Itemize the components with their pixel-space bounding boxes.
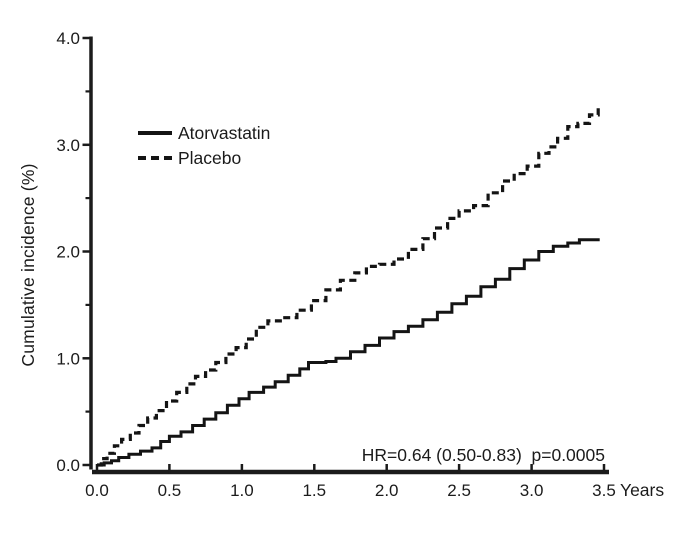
curves bbox=[97, 107, 600, 467]
x-tick-label: 3.0 bbox=[520, 481, 544, 500]
x-tick-label: 2.0 bbox=[375, 481, 399, 500]
legend-label: Atorvastatin bbox=[178, 123, 270, 143]
legend-item-atorvastatin: Atorvastatin bbox=[138, 123, 270, 143]
x-tick-label: 0.5 bbox=[158, 481, 182, 500]
axes bbox=[82, 36, 609, 475]
axis-labels: 0.0 1.0 2.0 3.0 4.0 0.0 0.5 1.0 1.5 2.0 2.5 3.0 3.5 bbox=[56, 29, 615, 500]
x-axis-unit-label: Years bbox=[620, 480, 664, 500]
y-tick-label: 1.0 bbox=[56, 349, 80, 368]
y-axis-title: Cumulative incidence (%) bbox=[18, 163, 38, 366]
x-tick-label: 2.5 bbox=[447, 481, 471, 500]
x-tick-label: 0.0 bbox=[85, 481, 109, 500]
y-tick-label: 2.0 bbox=[56, 243, 80, 262]
y-tick-label: 0.0 bbox=[56, 456, 80, 475]
x-tick-label: 3.5 bbox=[592, 481, 616, 500]
y-tick-label: 4.0 bbox=[56, 29, 80, 48]
x-tick-label: 1.5 bbox=[302, 481, 326, 500]
atorvastatin-curve bbox=[97, 238, 600, 467]
legend-label: Placebo bbox=[178, 148, 241, 168]
x-tick-label: 1.0 bbox=[230, 481, 254, 500]
legend-item-placebo: Placebo bbox=[138, 148, 241, 168]
y-tick-label: 3.0 bbox=[56, 136, 80, 155]
legend: Atorvastatin Placebo bbox=[138, 123, 270, 168]
hr-annotation: HR=0.64 (0.50-0.83) p=0.0005 bbox=[362, 445, 605, 465]
placebo-curve bbox=[97, 107, 600, 467]
